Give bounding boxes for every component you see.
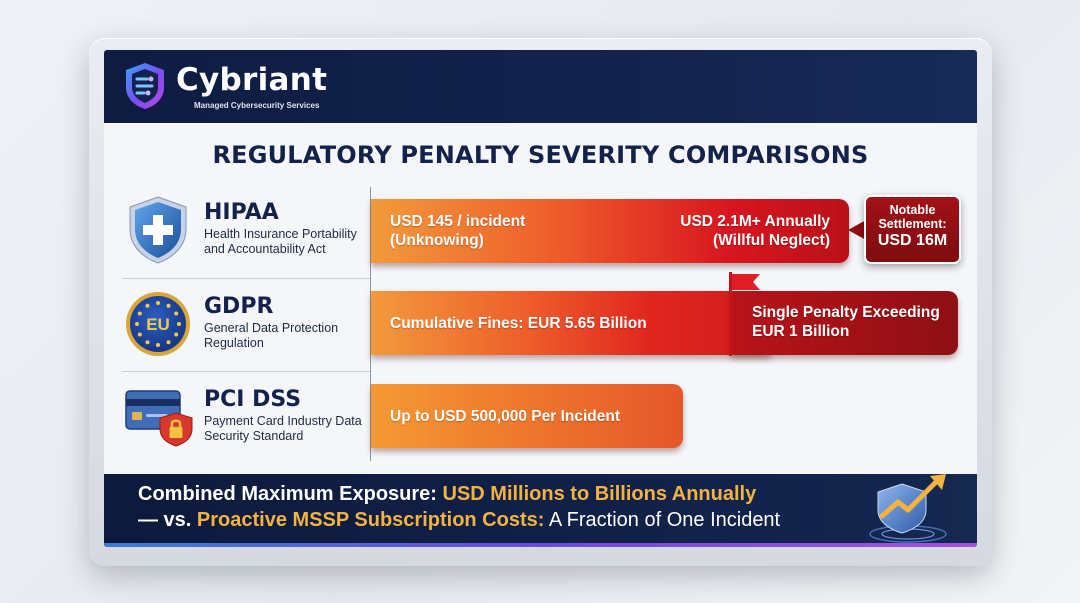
- footer-banner: Combined Maximum Exposure: USD Millions …: [104, 474, 977, 547]
- footer-exposure-value: USD Millions to Billions Annually: [442, 483, 757, 505]
- brand-name: Cybriant: [176, 62, 328, 98]
- hipaa-penalty-bar: [371, 199, 849, 263]
- pci-dss-description: Payment Card Industry Data Security Stan…: [204, 414, 362, 443]
- shield-growth-arrow-icon: [869, 474, 947, 543]
- notable-settlement-callout: Notable Settlement: USD 16M: [864, 195, 961, 264]
- row-divider: [122, 371, 370, 372]
- hipaa-max-line1: USD 2.1M+ Annually: [680, 213, 830, 230]
- gdpr-extension-line2: EUR 1 Billion: [752, 323, 850, 340]
- hipaa-max-line2: (Willful Neglect): [713, 232, 830, 249]
- eu-badge-text: EU: [146, 315, 170, 334]
- gdpr-cumulative-label: Cumulative Fines: EUR 5.65 Billion: [390, 315, 647, 332]
- credit-card-lock-icon: [125, 390, 193, 447]
- slide-screen: Cybriant Managed Cybersecurity Services …: [104, 50, 977, 547]
- hipaa-name: HIPAA: [204, 200, 279, 225]
- eu-badge-icon: EU: [126, 292, 190, 356]
- callout-line2: Settlement:: [878, 217, 947, 231]
- callout-line1: Notable: [889, 203, 936, 217]
- header-bar: Cybriant Managed Cybersecurity Services: [104, 50, 977, 123]
- medical-shield-icon: [129, 196, 187, 264]
- page-title: REGULATORY PENALTY SEVERITY COMPARISONS: [212, 141, 869, 169]
- pci-dss-penalty-label: Up to USD 500,000 Per Incident: [390, 408, 620, 425]
- gdpr-extension-line1: Single Penalty Exceeding: [752, 304, 940, 321]
- hipaa-description: Health Insurance Portability and Account…: [204, 227, 357, 256]
- footer-fraction-text: A Fraction of One Incident: [544, 509, 781, 531]
- gdpr-single-penalty-label: Single Penalty Exceeding EUR 1 Billion: [752, 303, 940, 341]
- gdpr-name: GDPR: [204, 294, 274, 319]
- hipaa-min-line2: (Unknowing): [390, 232, 484, 249]
- callout-line3: USD 16M: [877, 232, 948, 249]
- callout-pointer: [848, 220, 866, 240]
- gdpr-penalty-bar: [371, 291, 771, 355]
- pci-dss-name: PCI DSS: [204, 387, 302, 412]
- footer-vs-label: — vs.: [138, 509, 197, 531]
- footer-line-1: Combined Maximum Exposure: USD Millions …: [138, 483, 756, 506]
- footer-exposure-label: Combined Maximum Exposure:: [138, 483, 443, 505]
- hipaa-min-penalty: USD 145 / incident (Unknowing): [390, 212, 525, 250]
- gdpr-description: General Data Protection Regulation: [204, 321, 339, 350]
- column-divider: [370, 187, 371, 461]
- pci-dss-penalty-bar: [371, 384, 683, 448]
- gdpr-single-penalty-extension: [731, 291, 958, 355]
- hipaa-max-penalty: USD 2.1M+ Annually (Willful Neglect): [644, 212, 830, 250]
- red-flag-icon: [729, 272, 760, 356]
- cybriant-logo-icon: [126, 63, 164, 109]
- footer-line-2: — vs. Proactive MSSP Subscription Costs:…: [138, 509, 780, 532]
- footer-mssp-label: Proactive MSSP Subscription Costs:: [196, 509, 545, 531]
- row-divider: [122, 278, 370, 279]
- footer-accent-strip: [104, 543, 977, 547]
- brand-tagline: Managed Cybersecurity Services: [194, 101, 320, 110]
- hipaa-min-line1: USD 145 / incident: [390, 213, 526, 230]
